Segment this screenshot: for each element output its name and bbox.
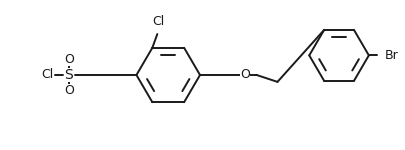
Text: S: S: [64, 68, 73, 82]
Text: Br: Br: [385, 49, 399, 62]
Text: O: O: [64, 84, 74, 97]
Text: Cl: Cl: [41, 69, 53, 81]
Text: Cl: Cl: [152, 15, 164, 28]
Text: O: O: [240, 69, 249, 81]
Text: O: O: [64, 53, 74, 66]
